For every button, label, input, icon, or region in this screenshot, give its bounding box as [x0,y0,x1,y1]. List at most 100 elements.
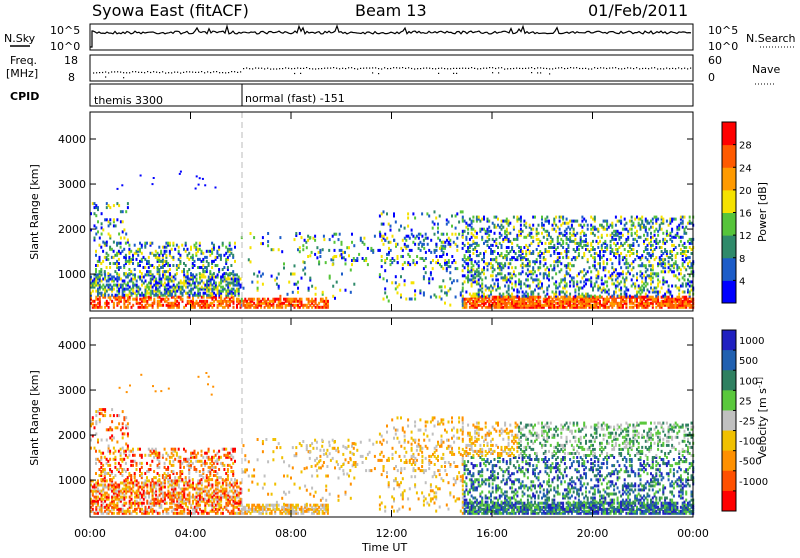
data-cell [250,298,252,301]
data-cell [432,221,434,224]
data-cell [208,284,210,287]
data-cell [404,279,406,282]
freq-point [525,68,526,69]
data-cell [451,225,453,228]
data-cell [125,502,127,505]
data-cell [497,246,499,249]
data-cell [150,506,152,509]
data-cell [192,288,194,291]
data-cell [566,291,568,294]
data-cell [652,222,654,225]
data-cell [297,300,299,303]
freq-point [669,68,670,69]
data-cell [541,242,543,245]
data-cell [129,500,131,503]
data-cell [294,283,296,286]
data-cell [574,289,576,292]
data-cell [583,232,585,235]
data-cell [675,218,677,221]
data-cell [613,296,615,299]
data-cell [569,228,571,231]
data-cell [434,251,436,254]
data-cell [594,264,596,267]
data-cell [546,216,548,219]
data-cell [604,298,606,301]
data-cell [548,220,550,223]
data-cell [132,304,134,307]
freq-point [228,72,229,73]
data-cell [522,250,524,253]
data-cell [597,246,599,249]
data-cell [383,235,385,238]
colorbar-tick-label: 4 [739,276,745,287]
data-cell [555,272,557,275]
data-cell [425,251,427,254]
data-cell [165,242,167,245]
freq-point [660,68,661,69]
colorbar-tick-label: 12 [739,231,752,242]
data-cell [367,263,369,266]
data-cell [508,246,510,249]
data-cell [139,270,141,273]
freq-point [438,68,439,69]
data-cell [462,247,464,250]
data-cell [136,290,138,293]
data-cell [143,502,145,505]
data-cell [319,249,321,252]
data-cell [425,233,427,236]
data-cell [573,264,575,267]
data-cell [384,287,386,290]
data-cell [120,220,122,223]
data-cell [506,276,508,279]
data-cell [136,490,138,493]
data-cell [106,280,108,283]
data-cell [231,300,233,303]
data-cell [553,264,555,267]
data-cell [315,293,317,296]
data-cell [139,294,141,297]
nave-point [378,73,379,74]
data-cell [209,250,211,253]
data-cell [97,206,99,209]
data-cell [634,238,636,241]
data-cell [101,280,103,283]
data-cell [509,272,511,275]
data-cell [601,289,603,292]
data-cell [446,261,448,264]
data-cell [287,293,289,296]
data-cell [418,247,420,250]
data-cell [213,272,215,275]
nave-point [438,73,439,74]
data-cell [592,246,594,249]
data-cell [418,237,420,240]
data-cell [578,287,580,290]
data-cell [662,295,664,298]
data-cell [407,217,409,220]
data-cell [122,488,124,491]
data-cell [627,236,629,239]
data-cell [467,242,469,245]
data-cell [231,288,233,291]
data-cell [353,257,355,260]
data-cell [682,258,684,261]
data-cell [122,482,124,485]
data-cell [260,275,262,278]
data-cell [423,291,425,294]
freq-point [540,67,541,68]
data-cell [201,260,203,263]
data-cell [478,260,480,263]
data-cell [169,268,171,271]
freq-point [666,68,667,69]
data-cell [122,220,124,223]
data-cell [101,222,103,225]
data-cell [180,280,182,283]
data-cell [611,282,613,285]
data-cell [102,484,104,487]
freq-point [96,72,97,73]
data-cell [190,484,192,487]
data-cell [655,238,657,241]
data-cell [515,266,517,269]
data-cell [560,244,562,247]
data-cell [145,280,147,283]
